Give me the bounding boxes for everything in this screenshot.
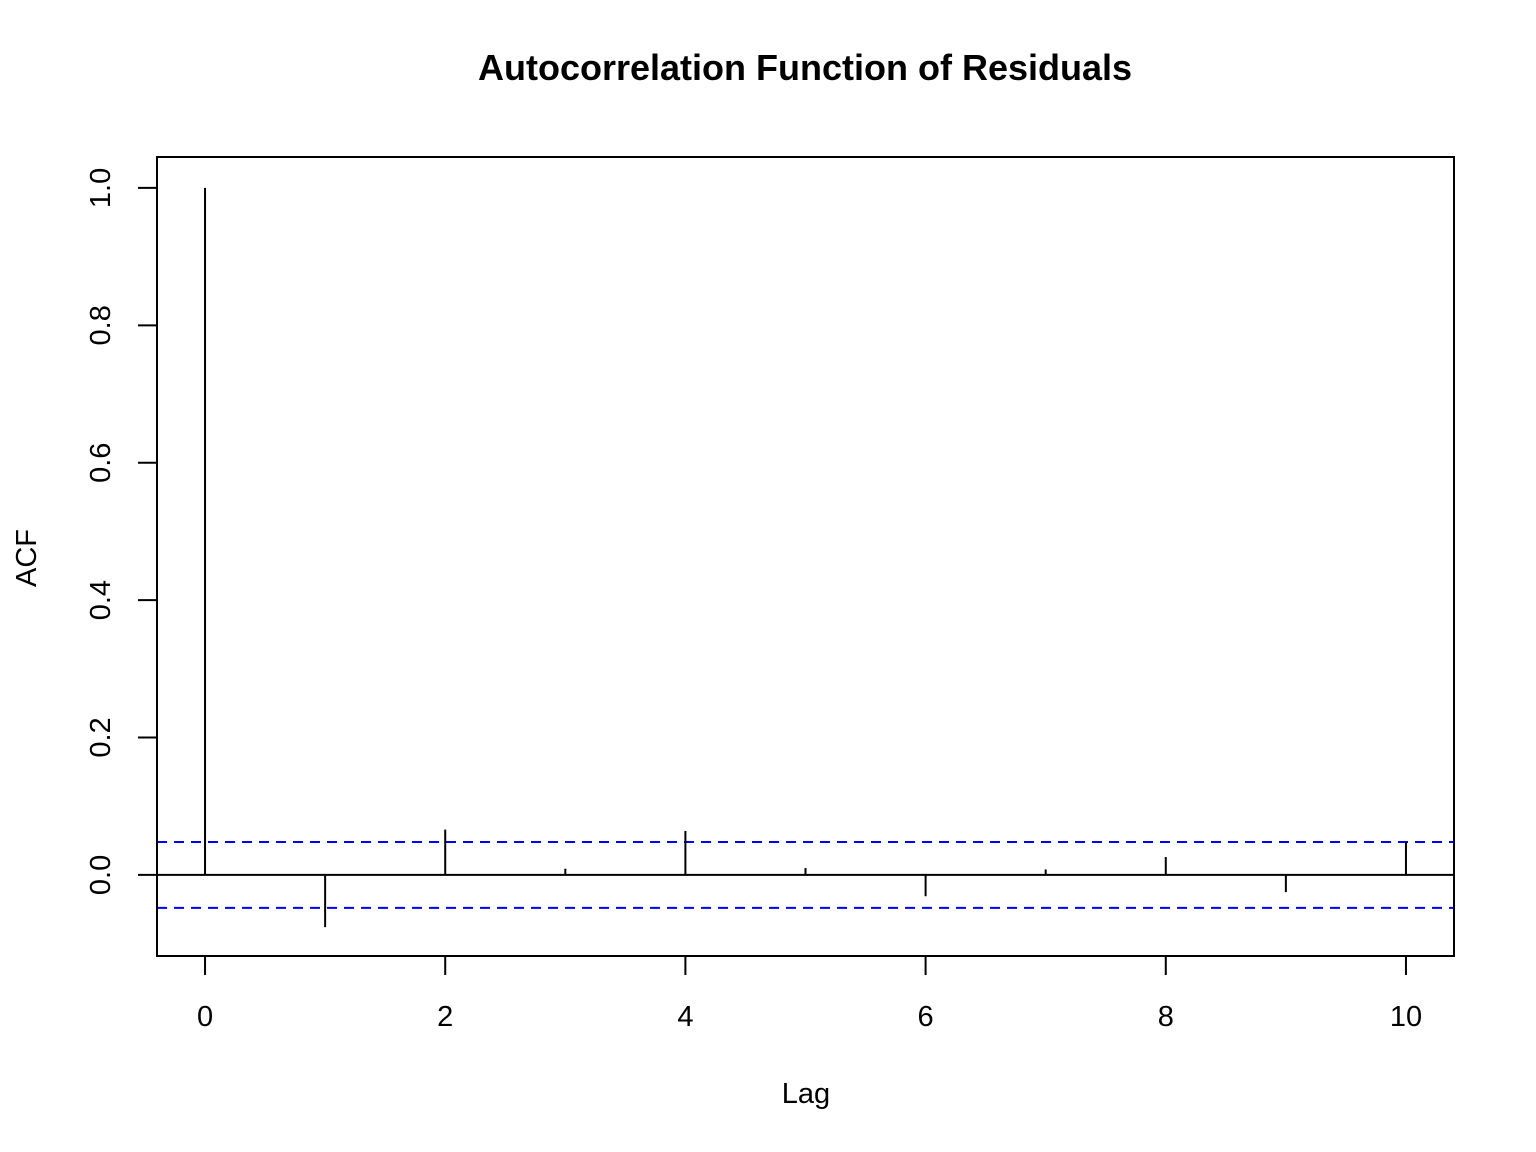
y-axis-label: ACF [11, 529, 43, 587]
x-axis: 0 2 4 6 8 10 [197, 956, 1422, 1033]
x-tick-label: 4 [677, 1001, 693, 1033]
y-tick-label: 1.0 [85, 168, 117, 208]
y-tick-label: 0.2 [85, 717, 117, 757]
x-tick-label: 2 [437, 1001, 453, 1033]
x-tick-label: 0 [197, 1001, 213, 1033]
y-tick-label: 0.4 [85, 580, 117, 620]
y-tick-label: 0.6 [85, 443, 117, 483]
plot-area [157, 187, 1454, 928]
chart-title: Autocorrelation Function of Residuals [478, 47, 1132, 88]
x-tick-label: 6 [918, 1001, 934, 1033]
y-tick-label: 0.8 [85, 305, 117, 345]
x-axis-label: Lag [782, 1078, 830, 1110]
x-tick-label: 10 [1390, 1001, 1422, 1033]
x-tick-label: 8 [1158, 1001, 1174, 1033]
y-axis: 0.0 0.2 0.4 0.6 0.8 1.0 [85, 168, 157, 895]
plot-frame [156, 156, 1455, 957]
y-tick-label: 0.0 [85, 855, 117, 895]
